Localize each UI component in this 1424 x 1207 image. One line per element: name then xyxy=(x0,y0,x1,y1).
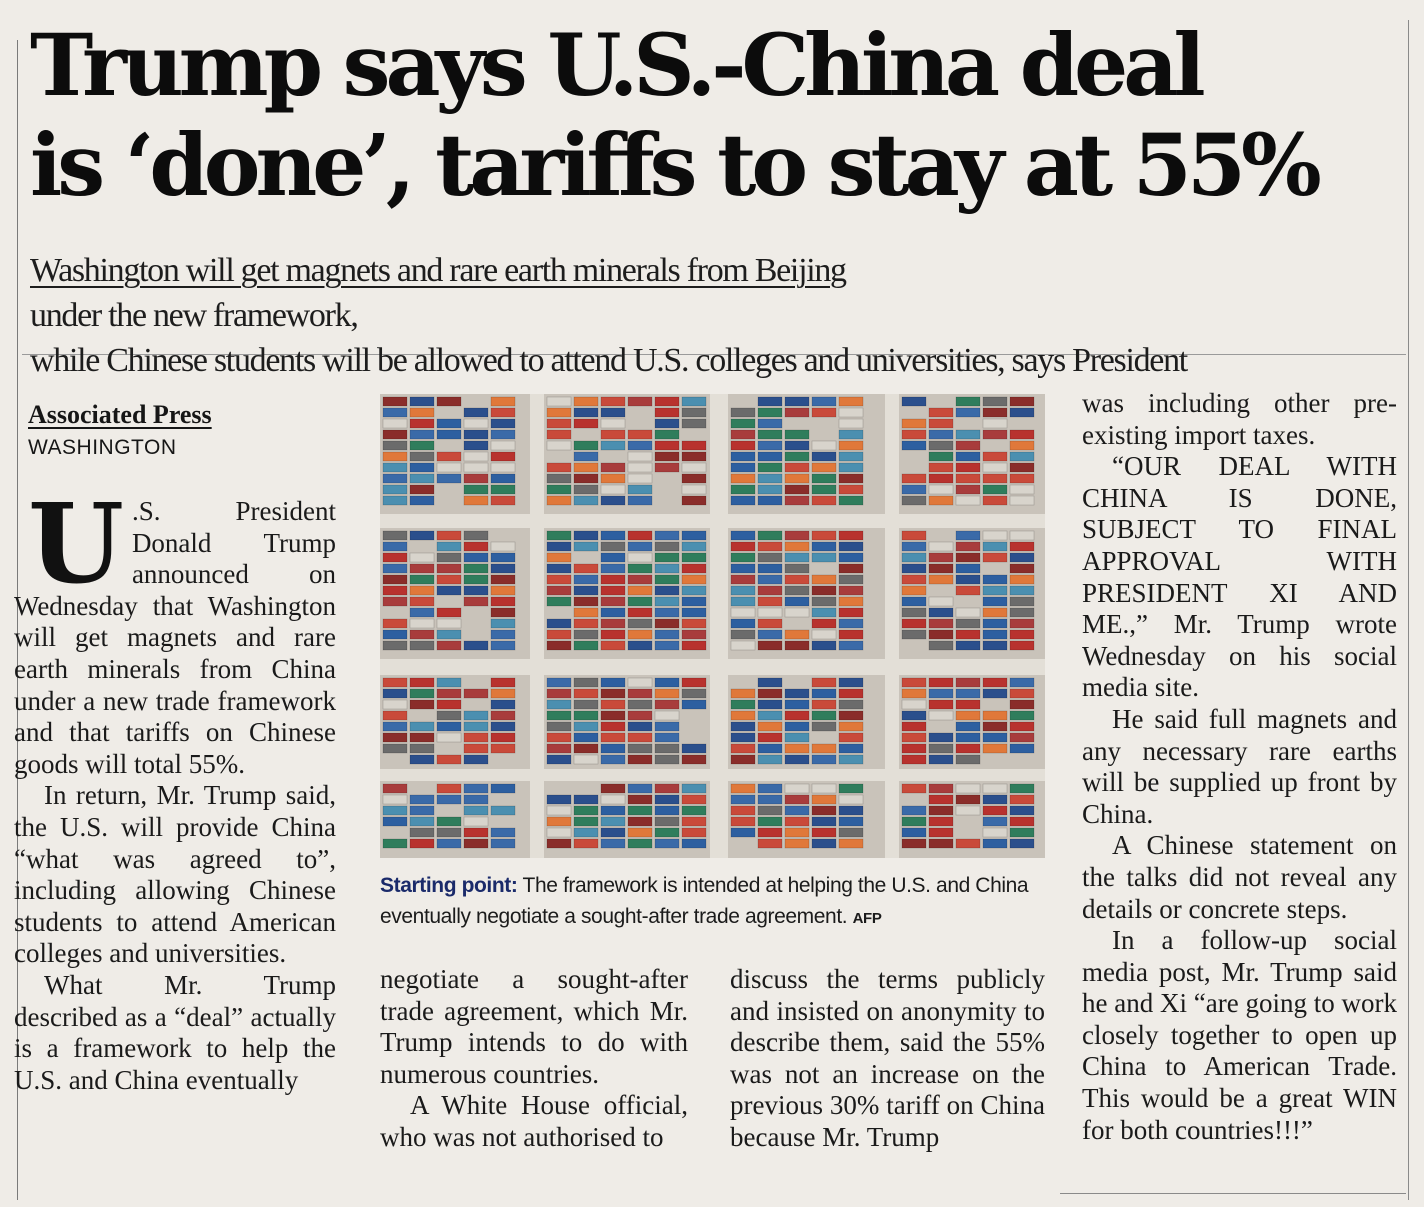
paragraph-3: What Mr. Trump described as a “deal” act… xyxy=(14,969,336,1095)
caption-text: The framework is intended at helping the… xyxy=(380,874,1029,928)
container-port-photo xyxy=(380,394,1045,858)
deck-line-1-underlined: Washington will get magnets and rare ear… xyxy=(30,252,847,289)
deck-subheadline: Washington will get magnets and rare ear… xyxy=(30,248,1400,383)
col2-paragraph-1: negotiate a sought-after trade agreement… xyxy=(380,964,688,1089)
col4-paragraph-1: was including other pre-existing import … xyxy=(1082,388,1397,450)
col4-paragraph-5: In a follow-up social media post, Mr. Tr… xyxy=(1082,925,1397,1145)
right-column-rule xyxy=(1408,20,1409,1200)
col4-paragraph-4: A Chinese statement on the talks did not… xyxy=(1082,830,1397,924)
dateline: WASHINGTON xyxy=(28,436,177,459)
shipping-containers-image xyxy=(380,394,1045,858)
headline-line-2: is ‘done’, tariffs to stay at 55% xyxy=(30,116,1322,216)
article-column-3: discuss the terms publicly and insisted … xyxy=(730,964,1045,1154)
col2-paragraph-2: A White House official, who was not auth… xyxy=(380,1090,688,1152)
col4-paragraph-2: “OUR DEAL WITH CHINA IS DONE, SUBJECT TO… xyxy=(1082,451,1397,703)
caption-label: Starting point: xyxy=(380,874,518,897)
paragraph-1-text: .S. President Donald Trump announced on … xyxy=(14,496,336,779)
headline: Trump says U.S.-China deal is ‘done’, ta… xyxy=(30,16,1390,216)
left-column-rule xyxy=(17,40,18,1200)
bottom-rule xyxy=(1060,1193,1406,1194)
col3-paragraph-1: discuss the terms publicly and insisted … xyxy=(730,964,1045,1152)
deck-line-2: while Chinese students will be allowed t… xyxy=(30,342,1188,379)
deck-divider xyxy=(22,354,1406,355)
drop-cap: U xyxy=(28,479,124,608)
article-column-1: U .S. President Donald Trump announced on… xyxy=(14,479,336,1096)
col4-paragraph-3: He said full magnets and any necessary r… xyxy=(1082,703,1397,829)
paragraph-2: In return, Mr. Trump said, the U.S. will… xyxy=(14,780,336,969)
photo-credit: AFP xyxy=(852,910,882,927)
byline: Associated Press xyxy=(28,400,212,429)
headline-line-1: Trump says U.S.-China deal xyxy=(30,16,1206,116)
deck-line-1-rest: under the new framework, xyxy=(30,297,359,334)
article-column-2: negotiate a sought-after trade agreement… xyxy=(380,964,688,1154)
photo-caption: Starting point: The framework is intende… xyxy=(380,870,1060,934)
deck-line-1: Washington will get magnets and rare ear… xyxy=(30,248,1400,338)
article-column-4: was including other pre-existing import … xyxy=(1082,388,1397,1146)
paragraph-1: U .S. President Donald Trump announced on… xyxy=(14,479,336,780)
